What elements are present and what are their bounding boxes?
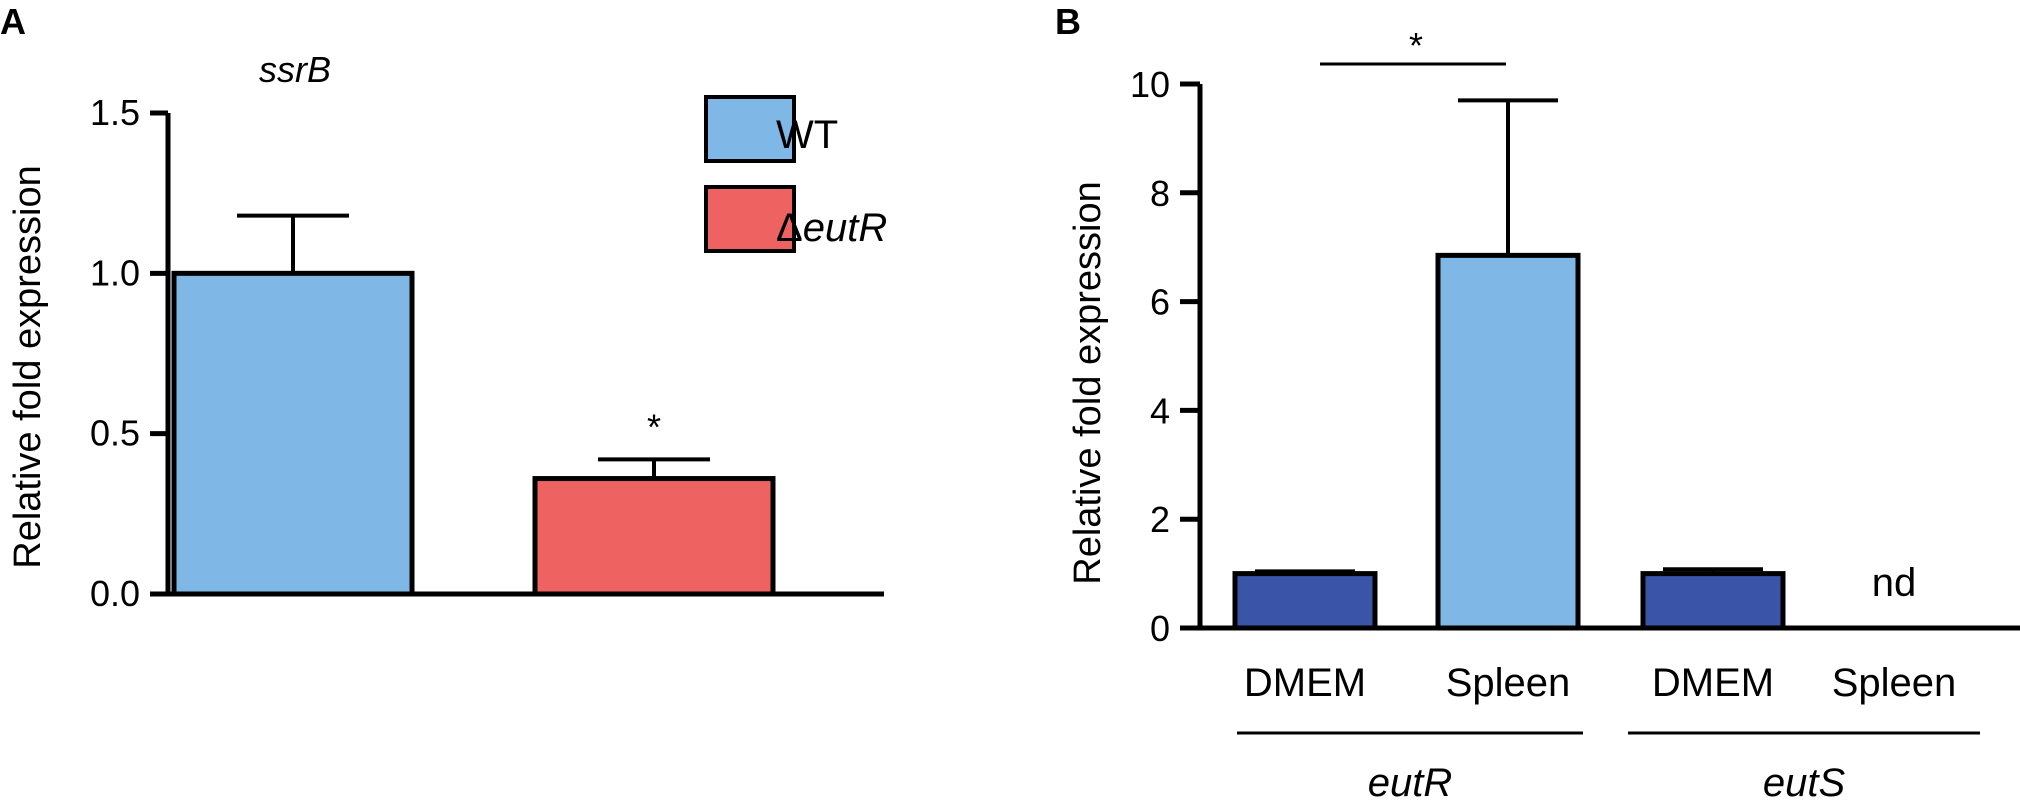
panel-a-legend: WT ΔeutR [704,95,887,253]
panel-a-y-tick-label: 0.0 [90,573,140,614]
panel-b-bars: nd * [1232,25,1917,631]
panel-b-note-euts-spleen: nd [1872,561,1917,605]
panel-b-axes: 0 2 4 6 8 10 DMEM Spleen eutR DMEM Spleen eutS [1130,64,2020,800]
legend-label-wt: WT [776,113,838,157]
panel-a-bar-eutr [532,476,776,597]
panel-b-y-tick-label: 4 [1150,390,1170,431]
panel-a-title: ssrB [259,49,331,90]
panel-a-y-axis-label: Relative fold expression [7,165,49,568]
panel-a-bar-wt [171,270,415,597]
panel-a-significance-star: * [647,406,661,447]
panel-b-category-label-eutr-spleen: Spleen [1446,661,1571,705]
panel-b-bar-euts-dmem [1640,571,1786,631]
panel-a-y-tick-label: 1.5 [90,92,140,133]
panel-b-y-tick-label: 6 [1150,282,1170,323]
panel-b-group-label-euts: eutS [1763,761,1846,800]
panel-a: A ssrB Relative fold expression 0.0 0.5 1.… [0,1,887,614]
panel-a-y-tick-label: 0.5 [90,413,140,454]
panel-b-significance-star: * [1409,25,1423,66]
panel-b-group-label-eutr: eutR [1368,761,1453,800]
legend-deutr-gene: eutR [803,206,888,250]
panel-b-y-tick-label: 10 [1130,64,1170,105]
panel-b-category-label-euts-dmem: DMEM [1652,661,1774,705]
legend-swatch-wt [704,95,796,163]
panel-b-y-tick-label: 2 [1150,499,1170,540]
panel-b-bar-eutr-dmem [1232,571,1378,631]
legend-swatch-deutr [704,185,796,253]
panel-a-bars: * [171,213,776,597]
panel-b-bar-eutr-spleen [1435,252,1581,631]
panel-b: B Relative fold expression 0 2 4 6 8 10 DMEM Sp… [1055,1,2020,800]
panel-b-y-axis-label: Relative fold expression [1067,181,1109,584]
panel-b-y-tick-label: 8 [1150,173,1170,214]
panel-b-y-tick-label: 0 [1150,608,1170,649]
panel-b-category-label-euts-spleen: Spleen [1832,661,1957,705]
panel-a-y-tick-label: 1.0 [90,252,140,293]
legend-label-deutr: ΔeutR [776,206,887,250]
legend-delta-symbol: Δ [776,206,803,250]
panel-b-category-label-eutr-dmem: DMEM [1244,661,1366,705]
panel-a-letter: A [0,1,26,42]
panel-b-letter: B [1055,1,1081,42]
